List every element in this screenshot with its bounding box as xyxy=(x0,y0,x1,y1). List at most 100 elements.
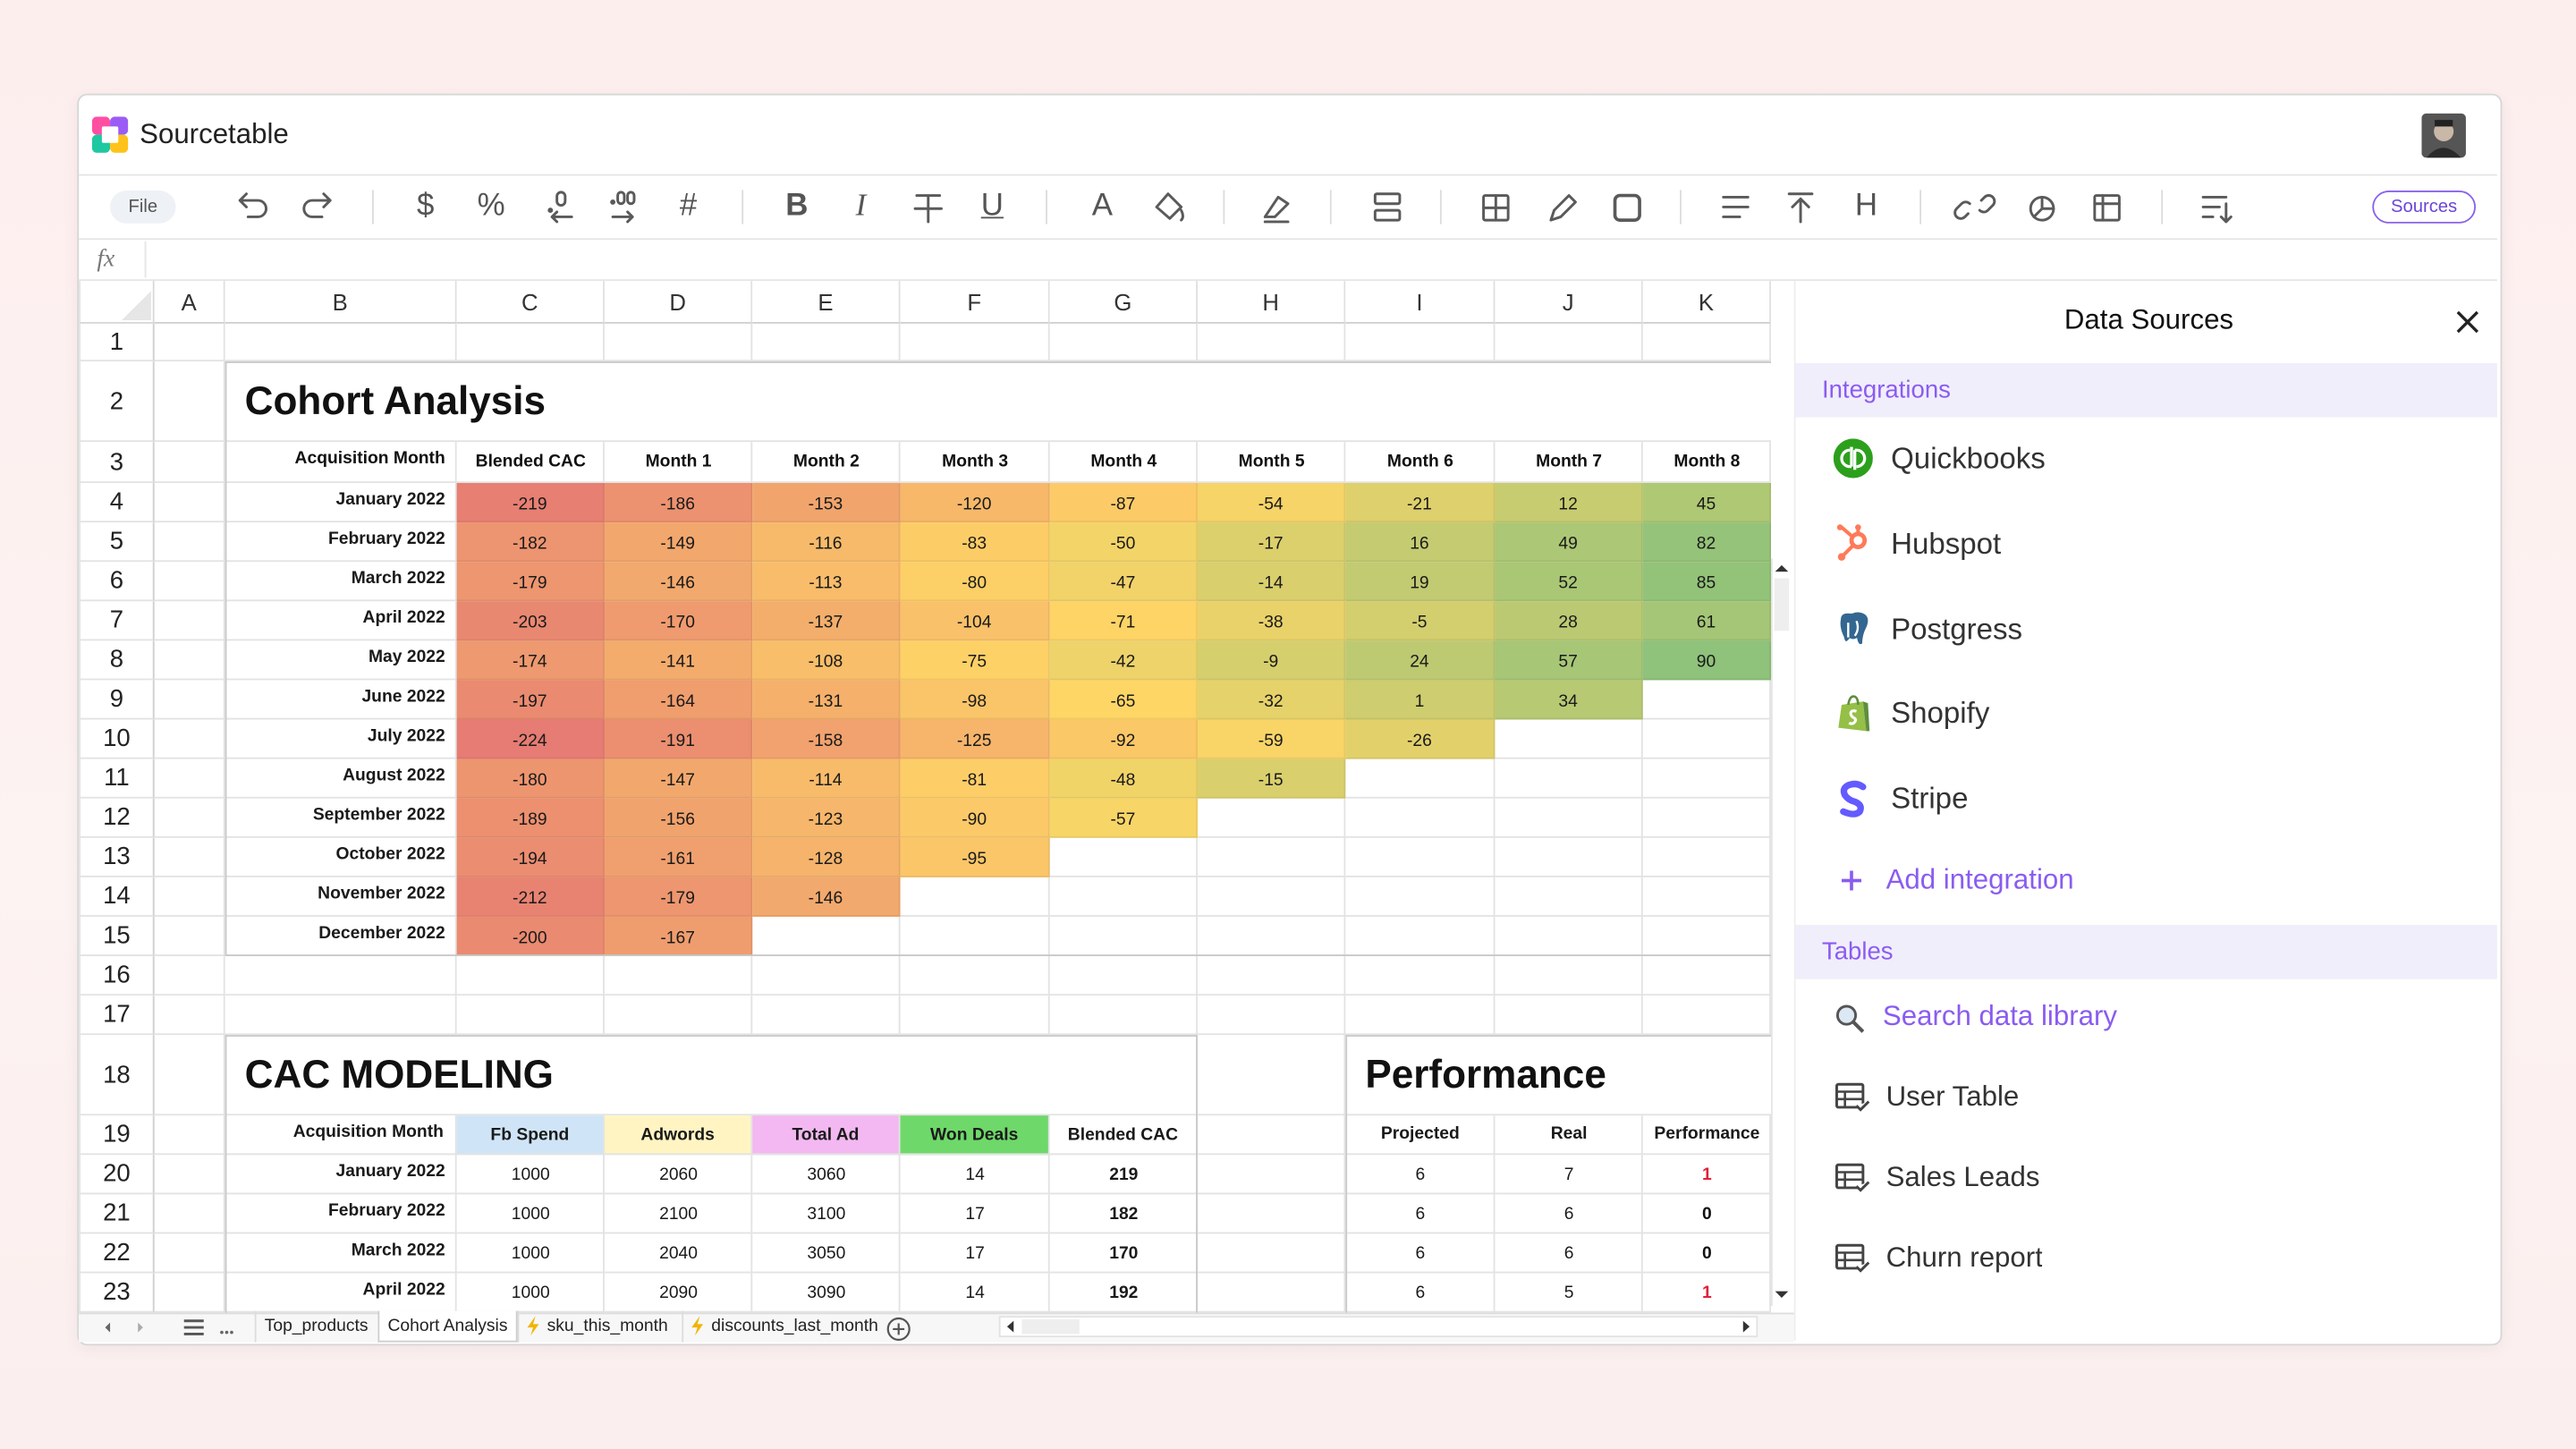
cell[interactable] xyxy=(225,877,457,917)
tab-controls[interactable] xyxy=(90,1314,255,1340)
cell[interactable] xyxy=(752,1155,901,1195)
cell[interactable] xyxy=(1197,877,1346,917)
cell[interactable] xyxy=(1345,1273,1496,1313)
cell[interactable] xyxy=(154,916,225,956)
row-header[interactable]: 23 xyxy=(79,1273,155,1313)
row-header[interactable]: 15 xyxy=(79,916,155,956)
row-header[interactable]: 4 xyxy=(79,483,155,523)
cell[interactable] xyxy=(1197,1035,1346,1116)
sheet-tab[interactable]: Cohort Analysis xyxy=(377,1310,518,1343)
avatar[interactable] xyxy=(2421,113,2466,158)
cell[interactable] xyxy=(1197,1194,1346,1234)
column-header[interactable]: J xyxy=(1495,281,1643,324)
row-header[interactable]: 14 xyxy=(79,877,155,917)
row-header[interactable]: 1 xyxy=(79,323,155,362)
cell[interactable] xyxy=(752,1194,901,1234)
cell[interactable] xyxy=(154,601,225,641)
cell[interactable] xyxy=(1345,955,1496,996)
cell[interactable] xyxy=(1642,680,1772,720)
cell[interactable] xyxy=(456,1155,605,1195)
cell[interactable] xyxy=(1345,1194,1496,1234)
toolbar-icon[interactable]: A xyxy=(1091,189,1114,224)
cell[interactable] xyxy=(225,1194,457,1234)
cell[interactable] xyxy=(225,798,457,838)
column-header[interactable]: F xyxy=(900,281,1050,324)
cell[interactable] xyxy=(154,758,225,799)
sheet-tab[interactable]: discounts_last_month xyxy=(682,1310,887,1343)
cell[interactable] xyxy=(1345,442,1496,484)
cell[interactable] xyxy=(1642,916,1772,956)
column-header[interactable]: H xyxy=(1197,281,1346,324)
h-scroll-thumb[interactable] xyxy=(1021,1318,1080,1335)
cell[interactable] xyxy=(225,323,457,362)
cell[interactable] xyxy=(1642,996,1772,1036)
cell[interactable] xyxy=(900,1194,1050,1234)
cell[interactable] xyxy=(154,361,225,443)
cell[interactable] xyxy=(456,1233,605,1274)
cell[interactable] xyxy=(225,955,457,996)
row-header[interactable]: 7 xyxy=(79,601,155,641)
cell[interactable] xyxy=(225,837,457,877)
cell[interactable] xyxy=(1642,442,1772,484)
cell[interactable] xyxy=(456,323,605,362)
cell[interactable] xyxy=(1642,877,1772,917)
cell[interactable] xyxy=(900,916,1050,956)
cell[interactable] xyxy=(1495,955,1643,996)
row-header[interactable]: 8 xyxy=(79,640,155,681)
column-header[interactable]: I xyxy=(1345,281,1496,324)
toolbar-icon[interactable]: U xyxy=(980,189,1004,224)
cell[interactable] xyxy=(604,1273,753,1313)
cell[interactable] xyxy=(1642,1233,1772,1274)
cell[interactable] xyxy=(1642,837,1772,877)
cell[interactable] xyxy=(1495,1115,1643,1156)
cell[interactable] xyxy=(1345,837,1496,877)
cell[interactable] xyxy=(900,1233,1050,1274)
add-sheet[interactable] xyxy=(886,1316,911,1342)
cell[interactable] xyxy=(225,562,457,602)
cell[interactable] xyxy=(154,837,225,877)
integration-item[interactable]: Shopify xyxy=(1891,696,1990,730)
cell[interactable] xyxy=(1495,1273,1643,1313)
cell[interactable] xyxy=(1495,996,1643,1036)
cell[interactable] xyxy=(1049,916,1198,956)
cell[interactable] xyxy=(1345,877,1496,917)
column-header[interactable]: B xyxy=(225,281,457,324)
integration-item[interactable]: Stripe xyxy=(1891,782,1969,816)
sheet-tab[interactable]: Top_products xyxy=(254,1310,378,1343)
cell[interactable] xyxy=(900,955,1050,996)
cell[interactable] xyxy=(1495,798,1643,838)
cell[interactable] xyxy=(1049,837,1198,877)
row-header[interactable]: 16 xyxy=(79,955,155,996)
cell[interactable] xyxy=(456,1194,605,1234)
cell[interactable] xyxy=(154,1115,225,1156)
column-header[interactable]: E xyxy=(752,281,901,324)
cell[interactable] xyxy=(1197,798,1346,838)
integration-item[interactable]: Hubspot xyxy=(1891,527,2002,561)
cell[interactable] xyxy=(752,323,901,362)
cell[interactable] xyxy=(225,719,457,759)
cell[interactable] xyxy=(1642,798,1772,838)
cell[interactable] xyxy=(225,1233,457,1274)
cell[interactable] xyxy=(1049,323,1198,362)
cell[interactable] xyxy=(900,323,1050,362)
column-header[interactable]: A xyxy=(154,281,225,324)
cell[interactable] xyxy=(1495,1233,1643,1274)
row-header[interactable]: 13 xyxy=(79,837,155,877)
cell[interactable] xyxy=(1495,758,1643,799)
cell[interactable] xyxy=(1197,916,1346,956)
cell[interactable] xyxy=(225,1273,457,1313)
cell[interactable] xyxy=(1049,442,1198,484)
v-scrollbar[interactable] xyxy=(1771,558,1794,1307)
cell[interactable] xyxy=(900,996,1050,1036)
cell[interactable] xyxy=(1197,442,1346,484)
table-item[interactable]: Sales Leads xyxy=(1885,1161,2040,1193)
sources-button[interactable]: Sources xyxy=(2372,191,2476,224)
cell[interactable] xyxy=(1642,1115,1772,1156)
v-scroll-thumb[interactable] xyxy=(1774,578,1790,631)
cell[interactable] xyxy=(225,680,457,720)
cell[interactable] xyxy=(1345,996,1496,1036)
cell[interactable] xyxy=(604,996,753,1036)
cell[interactable] xyxy=(752,1273,901,1313)
cell[interactable] xyxy=(154,562,225,602)
row-header[interactable]: 10 xyxy=(79,719,155,759)
